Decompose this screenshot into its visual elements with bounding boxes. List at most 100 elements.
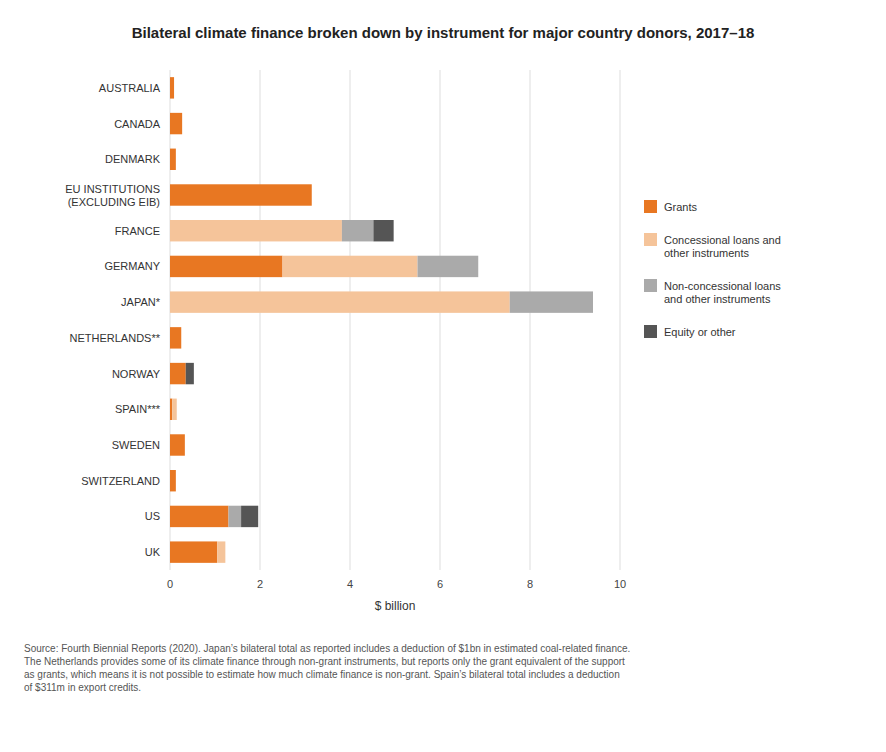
category-label: NORWAY	[112, 368, 161, 380]
text-line: AUSTRALIA	[99, 82, 161, 94]
bar-segment	[283, 256, 418, 277]
bar-segment	[175, 149, 176, 170]
bar-segment	[170, 434, 185, 455]
bar-segment	[174, 77, 175, 98]
tick-label: 6	[437, 578, 443, 590]
bar-segment	[510, 291, 593, 312]
background	[0, 0, 886, 752]
text-line: NORWAY	[112, 368, 161, 380]
category-label: SWITZERLAND	[81, 475, 160, 487]
text-line: NETHERLANDS**	[70, 332, 161, 344]
legend-label: Grants	[664, 201, 698, 213]
category-axis: UK US SWITZERLAND SWEDEN SPAIN*** NORWAY NETHE…	[65, 82, 160, 558]
grid	[170, 70, 620, 570]
grid-line	[620, 70, 621, 570]
tick-label: 8	[527, 578, 533, 590]
text-line: SWEDEN	[112, 439, 160, 451]
category-label: CANADA	[114, 118, 161, 130]
category-label: SWEDEN	[112, 439, 160, 451]
bar-segment	[170, 149, 176, 170]
bar-segment	[170, 113, 182, 134]
text-line: US	[145, 510, 160, 522]
bar-segment	[186, 363, 194, 384]
text-line: as grants, which means it is not possibl…	[24, 669, 620, 680]
category-label: FRANCE	[115, 225, 160, 237]
category-label: UK	[145, 546, 161, 558]
text-line: (EXCLUDING EIB)	[68, 196, 160, 208]
text-line: GERMANY	[104, 260, 160, 272]
bar-segment	[229, 506, 242, 527]
bar-segment	[184, 434, 185, 455]
bar-segment	[175, 470, 176, 491]
bar-segment	[217, 541, 225, 562]
tick-label: 10	[614, 578, 626, 590]
text-line: SWITZERLAND	[81, 475, 160, 487]
legend-swatch	[644, 233, 657, 246]
bar-segment	[225, 541, 226, 562]
bar-segment	[184, 434, 185, 455]
bar-segment	[182, 113, 183, 134]
bar-segment	[175, 470, 176, 491]
grid-line	[260, 70, 261, 570]
bar-segment	[181, 327, 182, 348]
legend-swatch	[644, 200, 657, 213]
text-line: and other instruments	[664, 293, 771, 305]
value-axis: 0 2 4 6 8 10	[167, 578, 626, 590]
legend-label: Non-concessional loansand other instrume…	[664, 280, 781, 305]
tick-label: 0	[167, 578, 173, 590]
text-line: Concessional loans and	[664, 234, 781, 246]
text-line: Source: Fourth Biennial Reports (2020). …	[24, 643, 630, 654]
axis-label: $ billion	[375, 599, 416, 613]
category-label: SPAIN***	[115, 403, 161, 415]
bar-segment	[373, 220, 393, 241]
category-label: AUSTRALIA	[99, 82, 161, 94]
category-label: NETHERLANDS**	[70, 332, 161, 344]
title: Bilateral climate finance broken down by…	[132, 24, 755, 41]
text-line: CANADA	[114, 118, 161, 130]
bar-segment	[418, 256, 479, 277]
chart: Bilateral climate finance broken down by…	[0, 0, 886, 752]
grid-line	[350, 70, 351, 570]
legend-swatch	[644, 279, 657, 292]
bar-segment	[342, 220, 374, 241]
text-line: other instruments	[664, 247, 749, 259]
bar-segment	[176, 399, 177, 420]
bars	[170, 77, 593, 563]
bar-segment	[478, 256, 479, 277]
bar-segment	[176, 399, 177, 420]
bar-segment	[170, 327, 181, 348]
bar-segment	[175, 149, 176, 170]
bar-segment	[170, 184, 312, 205]
bar-segment	[311, 184, 312, 205]
text-line: Non-concessional loans	[664, 280, 781, 292]
category-label: EU INSTITUTIONS(EXCLUDING EIB)	[65, 183, 160, 208]
footnote: Source: Fourth Biennial Reports (2020). …	[24, 643, 630, 693]
grid-line	[440, 70, 441, 570]
text-line: FRANCE	[115, 225, 160, 237]
bar-segment	[182, 113, 183, 134]
bar-segment	[170, 256, 283, 277]
bar-segment	[170, 470, 176, 491]
bar-segment	[170, 77, 174, 98]
text-line: of $311m in export credits.	[24, 682, 141, 693]
bar-segment	[225, 541, 226, 562]
bar-segment	[311, 184, 312, 205]
text-line: JAPAN*	[121, 296, 161, 308]
legend: Grants Concessional loans andother instru…	[644, 200, 781, 338]
tick-label: 4	[347, 578, 353, 590]
tick-label: 2	[257, 578, 263, 590]
bar-segment	[241, 506, 258, 527]
bar-segment	[181, 327, 182, 348]
category-label: JAPAN*	[121, 296, 161, 308]
text-line: SPAIN***	[115, 403, 161, 415]
bar-segment	[170, 363, 186, 384]
text-line: Grants	[664, 201, 698, 213]
text-line: UK	[145, 546, 161, 558]
bar-segment	[170, 291, 510, 312]
text-line: Equity or other	[664, 326, 736, 338]
legend-label: Concessional loans andother instruments	[664, 234, 781, 259]
text-line: EU INSTITUTIONS	[65, 183, 160, 195]
bar-segment	[184, 434, 185, 455]
category-label: DENMARK	[105, 153, 161, 165]
category-label: GERMANY	[104, 260, 160, 272]
